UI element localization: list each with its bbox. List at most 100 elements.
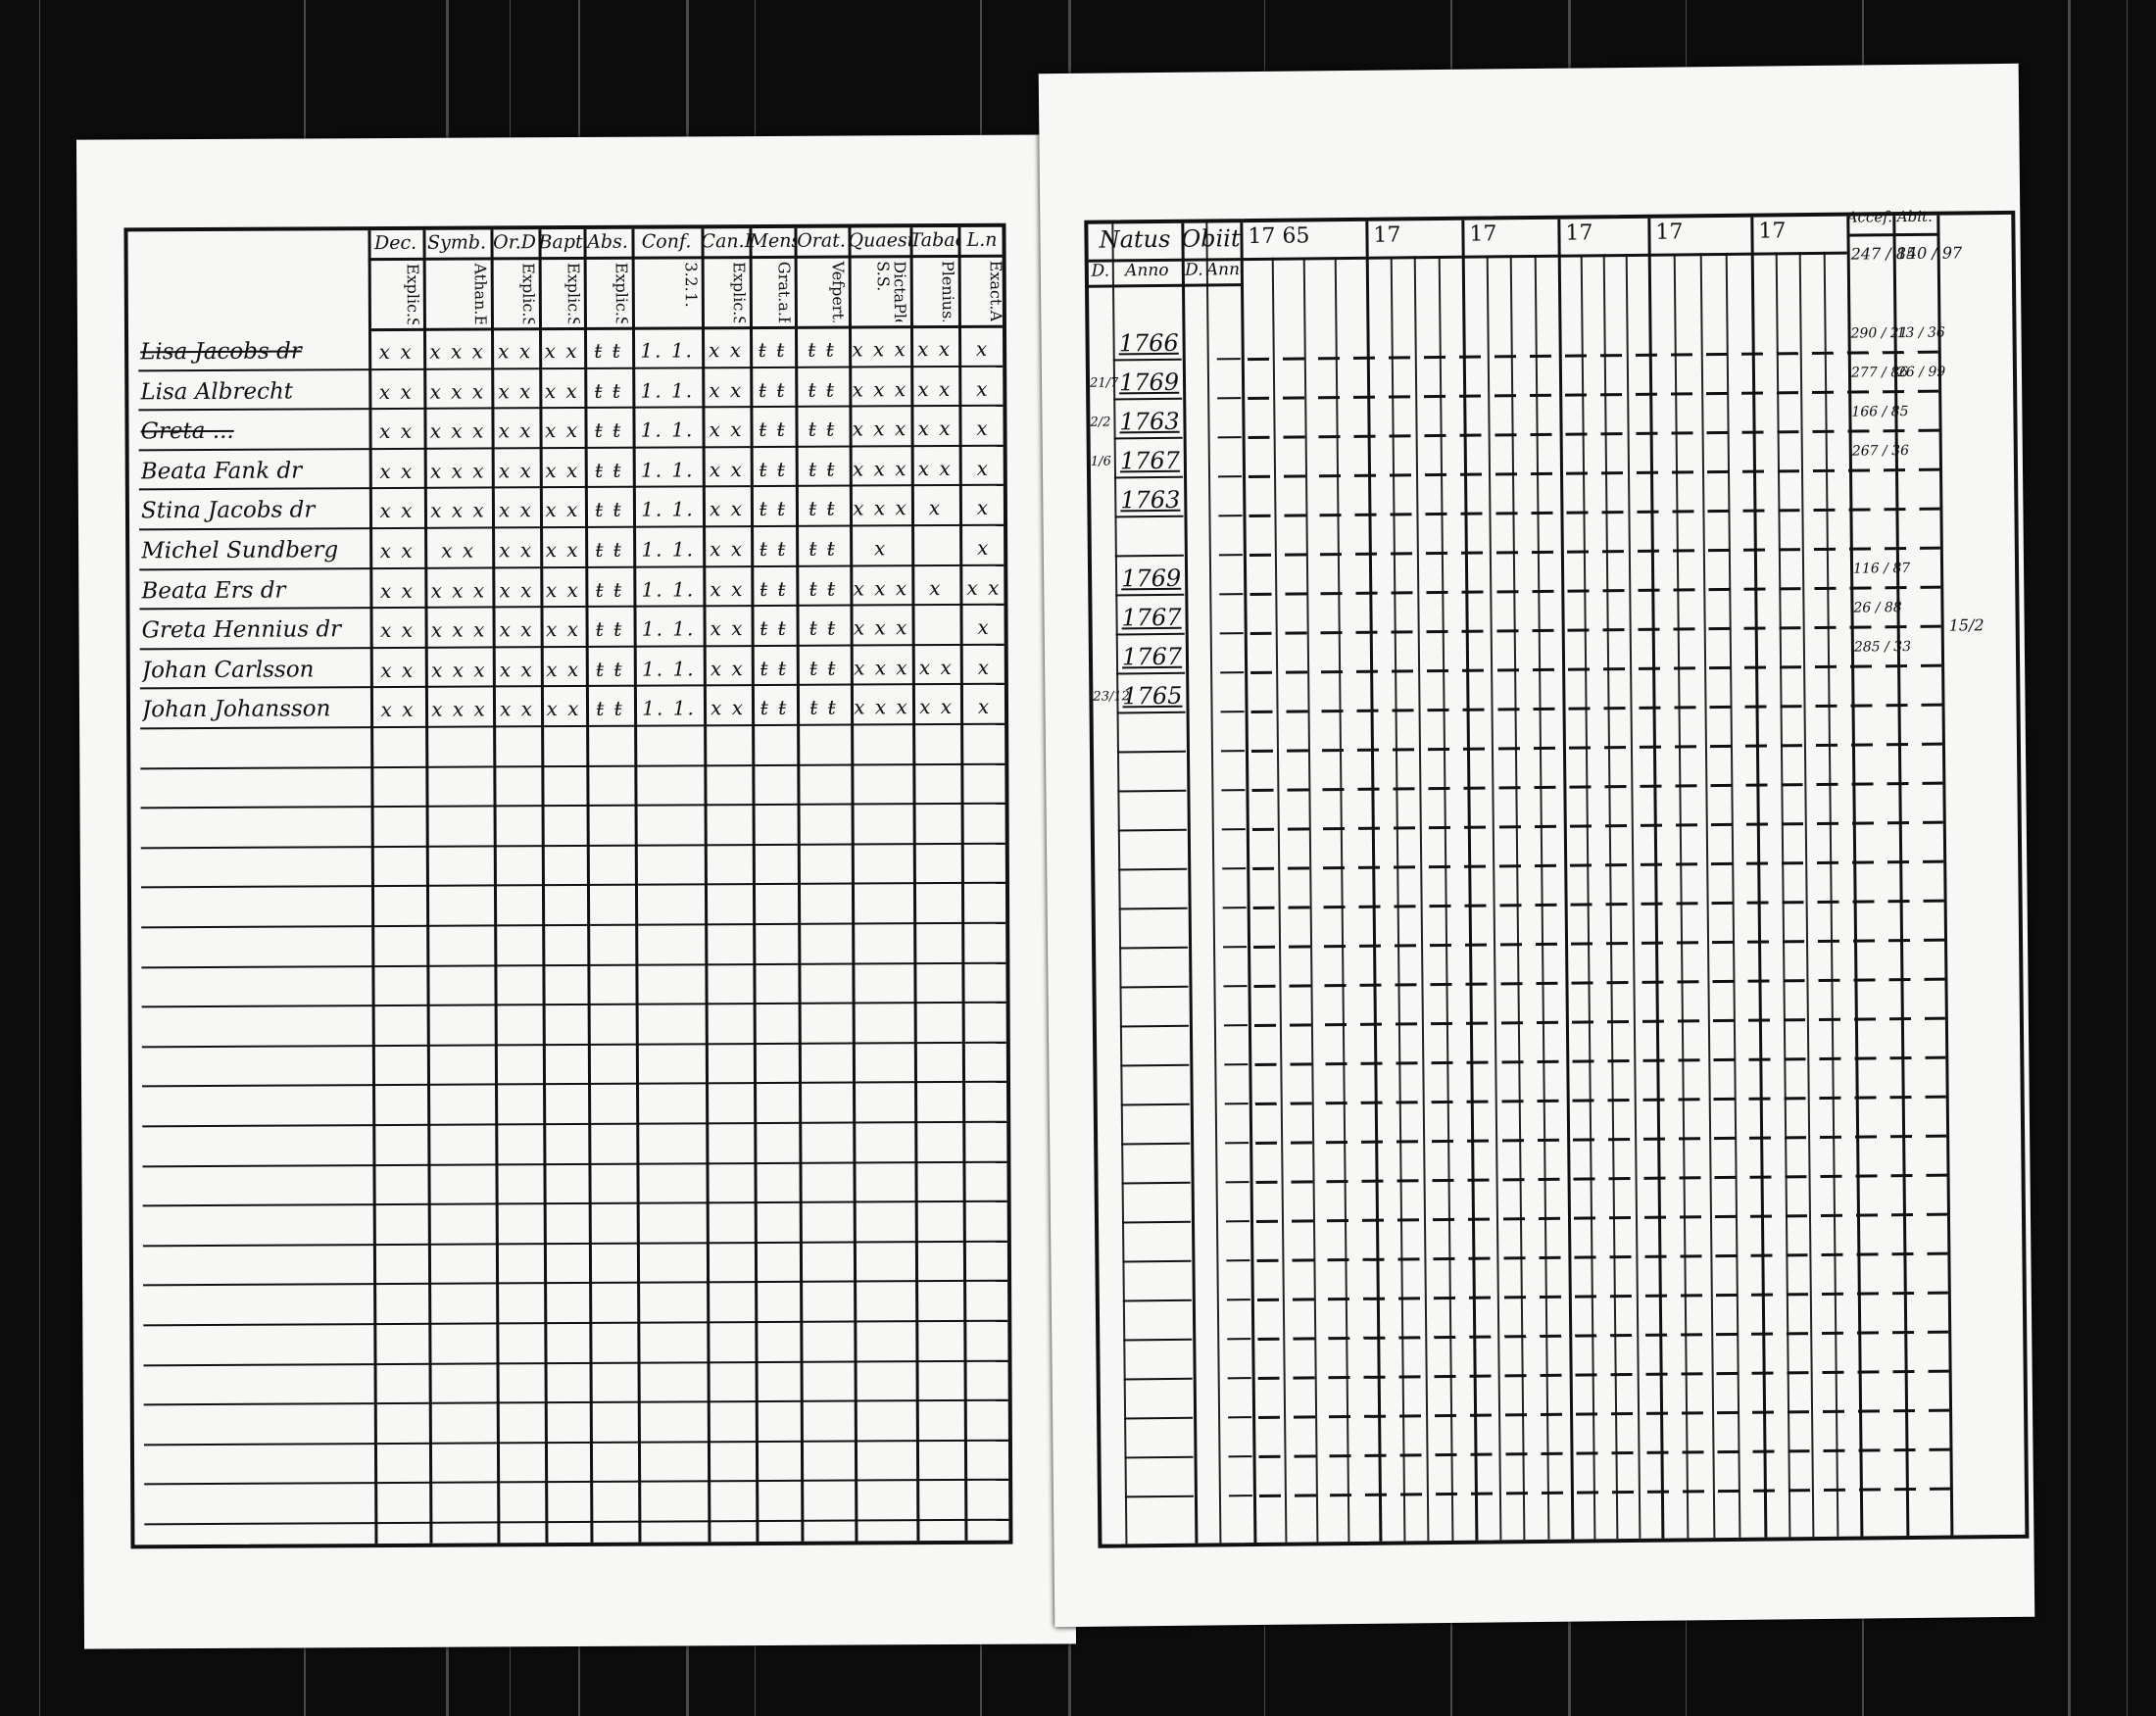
person-name: Beata Fank dr [140, 458, 303, 485]
mark-cell: x x [917, 376, 953, 401]
sub-column-divider [1699, 253, 1715, 1539]
birth-day: 2/2 [1090, 415, 1111, 430]
header-divider [1088, 283, 1242, 288]
row-line [139, 683, 1004, 690]
mark-cell: ŧ ŧ [595, 498, 623, 522]
dashed-row-line [1250, 742, 1942, 754]
row-line [140, 882, 1005, 889]
row-line [1225, 1220, 1250, 1223]
mark-cell: ŧ ŧ [760, 576, 788, 601]
dashed-row-line [1250, 624, 1941, 636]
column-subheader: 3. 2. 1. [636, 262, 700, 322]
mark-cell: x [873, 536, 888, 561]
accef-value: 166 / 85 [1851, 404, 1909, 420]
column-subheader: Plenius.Allo.m. [914, 261, 956, 321]
row-line [1113, 436, 1183, 440]
mark-cell: ŧ ŧ [758, 337, 787, 363]
row-line [1119, 985, 1189, 989]
mark-cell: x x [966, 575, 1002, 600]
mark-cell: ŧ ŧ [808, 536, 837, 561]
mark-cell: x x [710, 537, 745, 562]
mark-cell: ŧ ŧ [760, 696, 789, 720]
right-page: Natus Obiit D. Anno D. Anno 17 65 17 17 17 17 17 Acc… [1038, 63, 2035, 1628]
mark-cell: x x x [852, 337, 907, 362]
register-table: Natus Obiit D. Anno D. Anno 17 65 17 17 17 17 17 Acc… [1084, 208, 2030, 1548]
column-subheader: Explic.Simpl. [372, 264, 421, 324]
subheader-text: Explic. [427, 315, 489, 323]
mark-cell: x x [918, 655, 954, 679]
dashed-row-line [1257, 1369, 1949, 1381]
mark-cell: x [975, 336, 990, 361]
birth-year: 1765 [1122, 681, 1183, 711]
person-name: Greta ... [140, 418, 234, 445]
row-line [141, 961, 1006, 968]
mark-cell: x x [545, 458, 580, 482]
mark-cell: x x [546, 657, 581, 681]
column-header-bapt: Bapt. [538, 230, 584, 254]
mark-cell: 1. 1. [642, 696, 696, 721]
row-line [141, 921, 1006, 929]
dashed-row-line [1248, 428, 1939, 440]
accef-value: 26 / 88 [1853, 600, 1902, 616]
year-divider [1461, 220, 1479, 1541]
mark-cell: x x [709, 417, 744, 442]
sub-column-divider [1302, 257, 1319, 1543]
mark-cell: ŧ ŧ [594, 458, 623, 482]
row-line [142, 1240, 1007, 1248]
mark-cell: x x [545, 537, 580, 563]
mark-cell: ŧ ŧ [808, 337, 836, 362]
row-line [1115, 593, 1185, 597]
year-header: 17 65 [1248, 223, 1310, 250]
mark-cell: ŧ ŧ [594, 378, 623, 403]
subheader-text: Simpl. [495, 317, 537, 323]
column-subheader: Athan.Explic.Simpl. [427, 263, 489, 323]
person-name: Beata Ers dr [141, 577, 286, 604]
mark-cell: x x [498, 339, 533, 364]
row-line [1116, 671, 1186, 675]
natus-anno-header: Anno [1125, 260, 1169, 281]
dashed-row-line [1255, 1134, 1947, 1146]
dashed-row-line [1258, 1447, 1950, 1459]
margin-note: 15/2 [1948, 615, 1984, 635]
natus-header: Natus [1099, 224, 1171, 254]
column-header-mens: Mens. [749, 229, 795, 253]
subheader-text: Explic. [612, 262, 630, 318]
row-line [139, 643, 1004, 651]
mark-cell: x [976, 456, 990, 480]
row-line [142, 1200, 1007, 1207]
dashed-row-line [1253, 938, 1945, 950]
row-line [143, 1398, 1008, 1406]
mark-cell: ŧ ŧ [595, 537, 623, 562]
mark-cell: x x [379, 419, 415, 444]
mark-cell: x x [709, 377, 744, 402]
mark-cell: x x [546, 617, 581, 642]
row-line [139, 564, 1004, 570]
mark-cell: x x x [854, 695, 909, 719]
sub-column-divider [1413, 256, 1430, 1542]
year-divider [1365, 221, 1383, 1542]
row-line [1217, 397, 1242, 400]
row-line [1224, 1103, 1249, 1105]
row-line [1124, 1416, 1194, 1420]
scan-streak [2068, 0, 2071, 1716]
column-subheader: Explic.Simpl. [706, 262, 748, 322]
mark-cell: x [976, 496, 991, 520]
column-header-abs: Abs. [587, 230, 628, 253]
row-line [1119, 946, 1189, 950]
sub-column-divider [1673, 253, 1690, 1539]
accef-value: 116 / 87 [1852, 560, 1911, 577]
subheader-text: Bened. [754, 317, 793, 322]
row-line [138, 365, 1004, 371]
subheader-text: Explic. [403, 263, 421, 319]
subheader-text: Explic. [564, 262, 582, 318]
header-divider [1240, 251, 1847, 262]
column-subheader: Explic.Simpl. [588, 263, 630, 323]
sub-column-divider [1725, 252, 1741, 1538]
mark-cell: x x x [430, 578, 487, 603]
mark-cell: x x [378, 379, 414, 404]
row-line [1228, 1416, 1252, 1419]
subheader-text: 2. [681, 276, 700, 292]
row-line [140, 762, 1005, 769]
row-line [1123, 1338, 1193, 1342]
mark-cell: x x x [431, 697, 487, 722]
